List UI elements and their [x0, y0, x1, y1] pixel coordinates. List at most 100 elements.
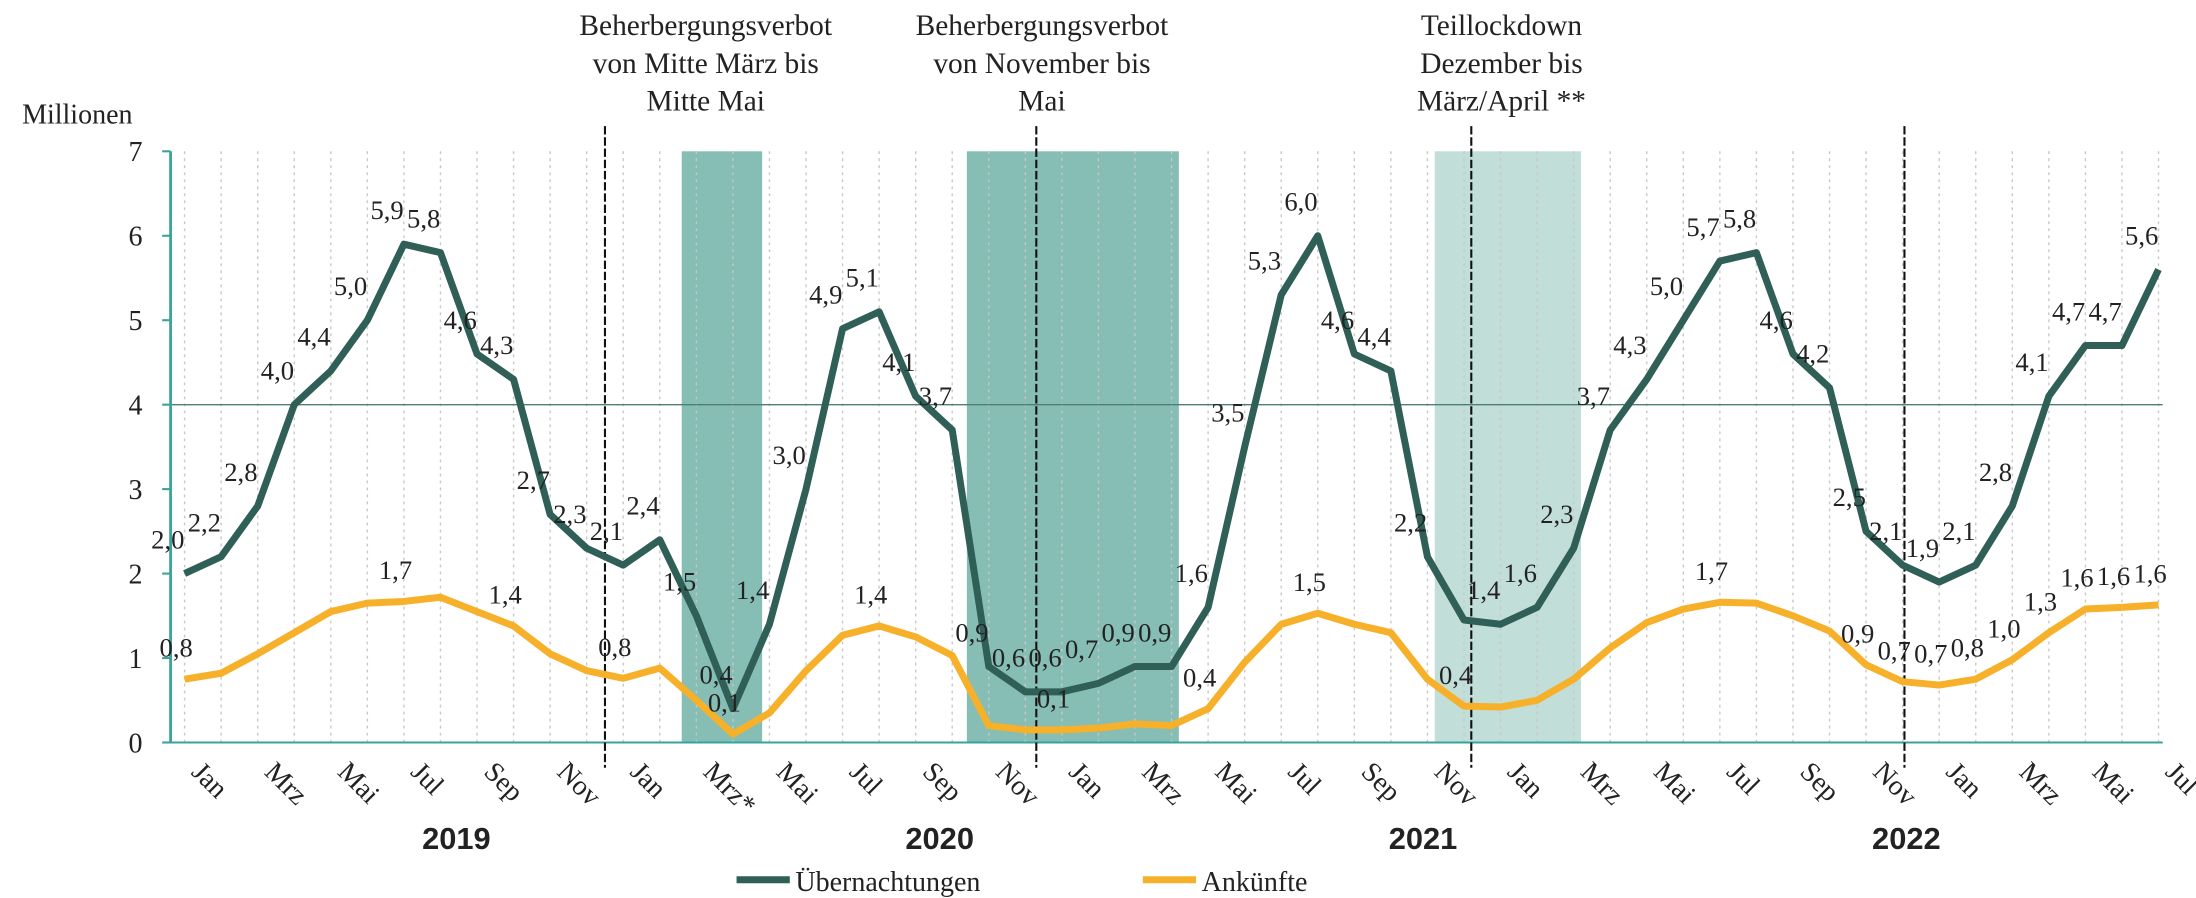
data-label: 1,4	[489, 580, 522, 610]
x-tick-label: Sep	[1794, 756, 1846, 808]
annotation: Mitte Mai	[647, 86, 765, 118]
data-label: 1,9	[1906, 533, 1939, 563]
data-label: 0,9	[1841, 618, 1874, 648]
lockdown-shading	[966, 151, 1179, 743]
data-label: 3,7	[1577, 381, 1610, 411]
x-tick-label: Jan	[185, 756, 233, 804]
x-tick-label: Jul	[843, 756, 888, 801]
x-tick-label: Jan	[1501, 756, 1549, 804]
annotation: Teillockdown	[1421, 10, 1583, 42]
data-label: 2,3	[1540, 499, 1573, 529]
annotation: Beherbergungsverbot	[579, 10, 832, 42]
lockdown-shading	[681, 151, 763, 743]
annotation: von Mitte März bis	[593, 48, 819, 80]
data-label: 4,2	[1796, 339, 1829, 369]
y-tick-label: 7	[129, 137, 143, 168]
data-line	[184, 593, 2159, 738]
x-tick-label: Nov	[551, 756, 607, 812]
data-label: 2,1	[1942, 516, 1975, 546]
x-tick-label: Jul	[405, 756, 450, 801]
annotation: Mai	[1018, 86, 1065, 118]
data-label: 0,8	[598, 632, 631, 662]
data-label: 0,9	[1138, 617, 1171, 647]
x-tick-label: Mrz	[258, 756, 313, 811]
data-label: 4,7	[2089, 296, 2122, 326]
x-tick-label: Nov	[989, 756, 1045, 812]
x-tick-label: Nov	[1428, 756, 1484, 812]
x-tick-label: Mai	[1209, 756, 1263, 810]
data-label: 4,3	[480, 330, 513, 360]
data-label: 2,3	[553, 499, 586, 529]
data-label: 1,6	[1175, 558, 1208, 588]
year-label: 2021	[1389, 821, 1458, 856]
data-label: 0,6	[992, 643, 1025, 673]
x-tick-label: Sep	[1355, 756, 1407, 808]
y-tick-label: 4	[129, 390, 143, 421]
data-label: 3,5	[1211, 398, 1244, 428]
x-tick-label: Mai	[2086, 756, 2140, 810]
data-label: 5,1	[846, 263, 879, 293]
data-line	[183, 232, 2162, 713]
data-label: 2,1	[1869, 516, 1902, 546]
data-label: 1,7	[379, 555, 412, 585]
data-label: 1,3	[2024, 586, 2057, 616]
data-label: 2,0	[151, 524, 184, 554]
data-label: 6,0	[1284, 187, 1317, 217]
x-tick-label: Jan	[1063, 756, 1111, 804]
x-tick-label: Mai	[770, 756, 824, 810]
data-label: 1,6	[2133, 558, 2166, 588]
data-label: 4,6	[1760, 305, 1793, 335]
data-label: 2,8	[224, 457, 257, 487]
data-label: 1,7	[1695, 556, 1728, 586]
data-label: 2,2	[188, 507, 221, 537]
data-label: 1,6	[2060, 563, 2093, 593]
data-label: 4,6	[444, 305, 477, 335]
legend-label: Ankünfte	[1202, 867, 1308, 898]
data-label: 2,7	[517, 465, 550, 495]
data-label: 1,5	[663, 567, 696, 597]
x-tick-label: Jul	[1282, 756, 1327, 801]
data-label: 2,5	[1833, 482, 1866, 512]
data-label: 1,5	[1293, 567, 1326, 597]
data-label: 1,4	[1467, 575, 1500, 605]
annotation: von November bis	[933, 48, 1150, 80]
data-label: 1,4	[854, 580, 887, 610]
x-tick-label: Mrz	[2013, 756, 2068, 811]
data-label: 5,3	[1248, 246, 1281, 276]
data-label: 4,4	[1357, 322, 1390, 352]
x-tick-label: Mai	[331, 756, 385, 810]
data-label: 5,0	[334, 271, 367, 301]
data-label: 5,0	[1650, 271, 1683, 301]
y-tick-label: 0	[129, 728, 143, 759]
data-label: 4,0	[261, 355, 294, 385]
data-label: 4,7	[2052, 296, 2085, 326]
x-tick-label: Jan	[624, 756, 672, 804]
x-tick-label: Nov	[1867, 756, 1923, 812]
year-label: 2019	[422, 821, 491, 856]
data-label: 4,4	[297, 322, 330, 352]
y-axis-label: Millionen	[22, 99, 132, 130]
x-tick-label: Mrz*	[697, 756, 762, 821]
data-label: 0,9	[955, 617, 988, 647]
data-label: 0,4	[1439, 660, 1472, 690]
data-label: 2,2	[1394, 507, 1427, 537]
data-label: 0,7	[1065, 634, 1098, 664]
data-label: 5,8	[1723, 203, 1756, 233]
x-tick-label: Mrz	[1136, 756, 1191, 811]
data-label: 4,3	[1613, 330, 1646, 360]
lockdown-shading	[1434, 151, 1581, 743]
x-tick-label: Jul	[1721, 756, 1766, 801]
data-label: 1,0	[1987, 613, 2020, 643]
data-label: 0,9	[1102, 617, 1135, 647]
data-label: 3,7	[919, 381, 952, 411]
y-tick-label: 2	[129, 559, 143, 590]
y-tick-label: 1	[129, 644, 143, 675]
data-label: 0,1	[1037, 683, 1070, 713]
annotation: März/April **	[1417, 86, 1586, 118]
data-label: 1,4	[736, 575, 769, 605]
data-label: 4,1	[2015, 347, 2048, 377]
data-label: 5,7	[1686, 212, 1719, 242]
data-label: 4,6	[1321, 305, 1354, 335]
data-label: 3,0	[773, 440, 806, 470]
